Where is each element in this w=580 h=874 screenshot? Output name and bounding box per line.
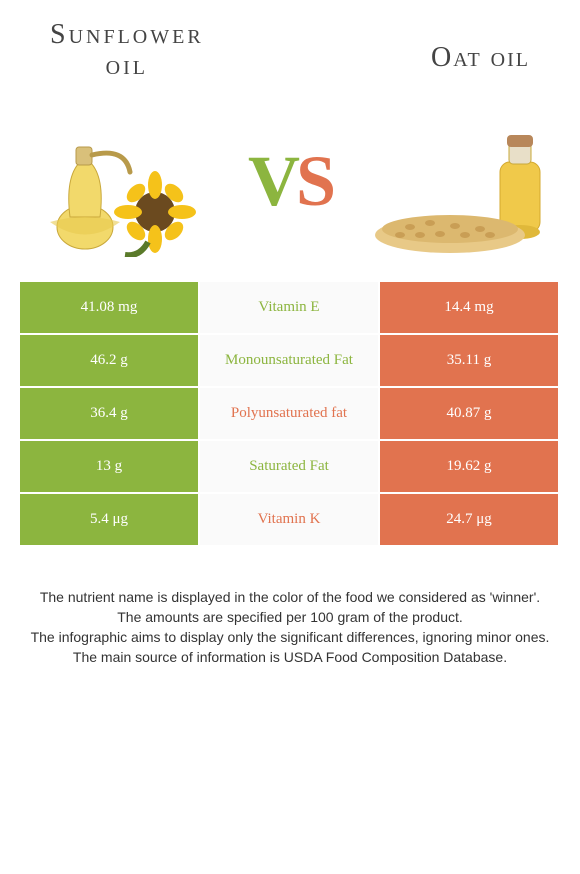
cell-right-value: 14.4 mg [380,282,558,333]
vs-v: V [248,140,296,223]
cell-left-value: 5.4 μg [20,494,198,545]
cell-nutrient-name: Polyunsaturated fat [200,388,378,439]
cell-left-value: 46.2 g [20,335,198,386]
cell-right-value: 19.62 g [380,441,558,492]
header: Sunflower oil Oat oil [0,0,580,92]
cell-right-value: 40.87 g [380,388,558,439]
vs-label: VS [248,140,332,223]
title-right: Oat oil [431,42,530,82]
table-row: 5.4 μgVitamin K24.7 μg [20,494,560,545]
title-left: Sunflower oil [50,20,204,82]
cell-nutrient-name: Vitamin K [200,494,378,545]
comparison-table: 41.08 mgVitamin E14.4 mg46.2 gMonounsatu… [0,282,580,545]
cell-nutrient-name: Vitamin E [200,282,378,333]
title-left-line2: oil [106,50,148,81]
cell-left-value: 36.4 g [20,388,198,439]
cell-left-value: 41.08 mg [20,282,198,333]
sunflower-oil-image [20,102,210,262]
footer-line-3: The infographic aims to display only the… [20,627,560,647]
cell-right-value: 24.7 μg [380,494,558,545]
footer-line-2: The amounts are specified per 100 gram o… [20,607,560,627]
cell-left-value: 13 g [20,441,198,492]
table-row: 13 gSaturated Fat19.62 g [20,441,560,492]
footer-notes: The nutrient name is displayed in the co… [0,547,580,668]
cell-nutrient-name: Saturated Fat [200,441,378,492]
vs-s: S [296,140,332,223]
oat-oil-image [370,102,560,262]
table-row: 41.08 mgVitamin E14.4 mg [20,282,560,333]
table-row: 46.2 gMonounsaturated Fat35.11 g [20,335,560,386]
cell-nutrient-name: Monounsaturated Fat [200,335,378,386]
images-row: VS [0,92,580,282]
cell-right-value: 35.11 g [380,335,558,386]
footer-line-4: The main source of information is USDA F… [20,647,560,667]
table-row: 36.4 gPolyunsaturated fat40.87 g [20,388,560,439]
footer-line-1: The nutrient name is displayed in the co… [20,587,560,607]
title-left-line1: Sunflower [50,19,204,50]
